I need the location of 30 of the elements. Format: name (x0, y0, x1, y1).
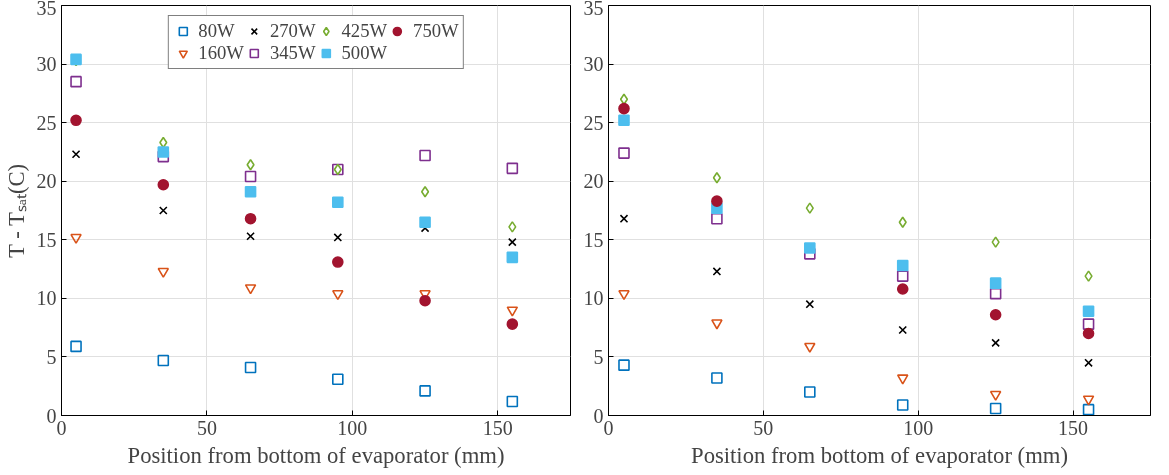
x-tick-label: 150 (1058, 416, 1089, 439)
y-axis-title: T - Tₛₐₜ(C) (3, 163, 29, 258)
y-tick-label: 35 (36, 0, 57, 19)
x-tick-label: 50 (753, 416, 774, 439)
y-tick-label: 20 (583, 170, 604, 193)
legend-label: 160W (198, 42, 244, 64)
x-tick-label: 100 (903, 416, 934, 439)
y-tick-label: 15 (583, 228, 604, 251)
legend-label: 500W (341, 42, 388, 64)
legend-label: 270W (269, 20, 316, 42)
legend-label: 425W (341, 20, 388, 42)
y-tick-label: 35 (583, 0, 604, 19)
x-axis-title: Position from bottom of evaporator (mm) (691, 442, 1068, 468)
x-tick-label: 150 (482, 416, 513, 439)
y-tick-label: 25 (583, 111, 604, 134)
y-tick-label: 15 (36, 228, 57, 251)
y-tick-label: 10 (583, 287, 604, 310)
y-tick-label: 10 (36, 287, 57, 310)
y-tick-label: 30 (583, 53, 604, 76)
legend-label: 80W (198, 20, 235, 42)
y-tick-label: 20 (36, 170, 57, 193)
y-tick-label: 30 (36, 53, 57, 76)
x-tick-label: 100 (337, 416, 368, 439)
x-tick-label: 50 (196, 416, 217, 439)
legend-label: 345W (269, 42, 316, 64)
y-tick-label: 5 (46, 345, 57, 368)
y-tick-label: 5 (593, 345, 604, 368)
y-tick-label: 25 (36, 111, 57, 134)
x-axis-title: Position from bottom of evaporator (mm) (127, 442, 505, 468)
legend-label: 750W (413, 20, 459, 42)
